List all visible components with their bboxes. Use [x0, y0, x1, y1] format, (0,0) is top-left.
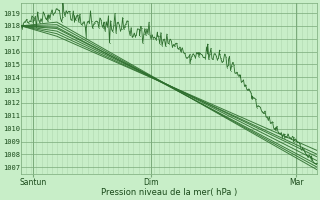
X-axis label: Pression niveau de la mer( hPa ): Pression niveau de la mer( hPa ): [101, 188, 237, 197]
